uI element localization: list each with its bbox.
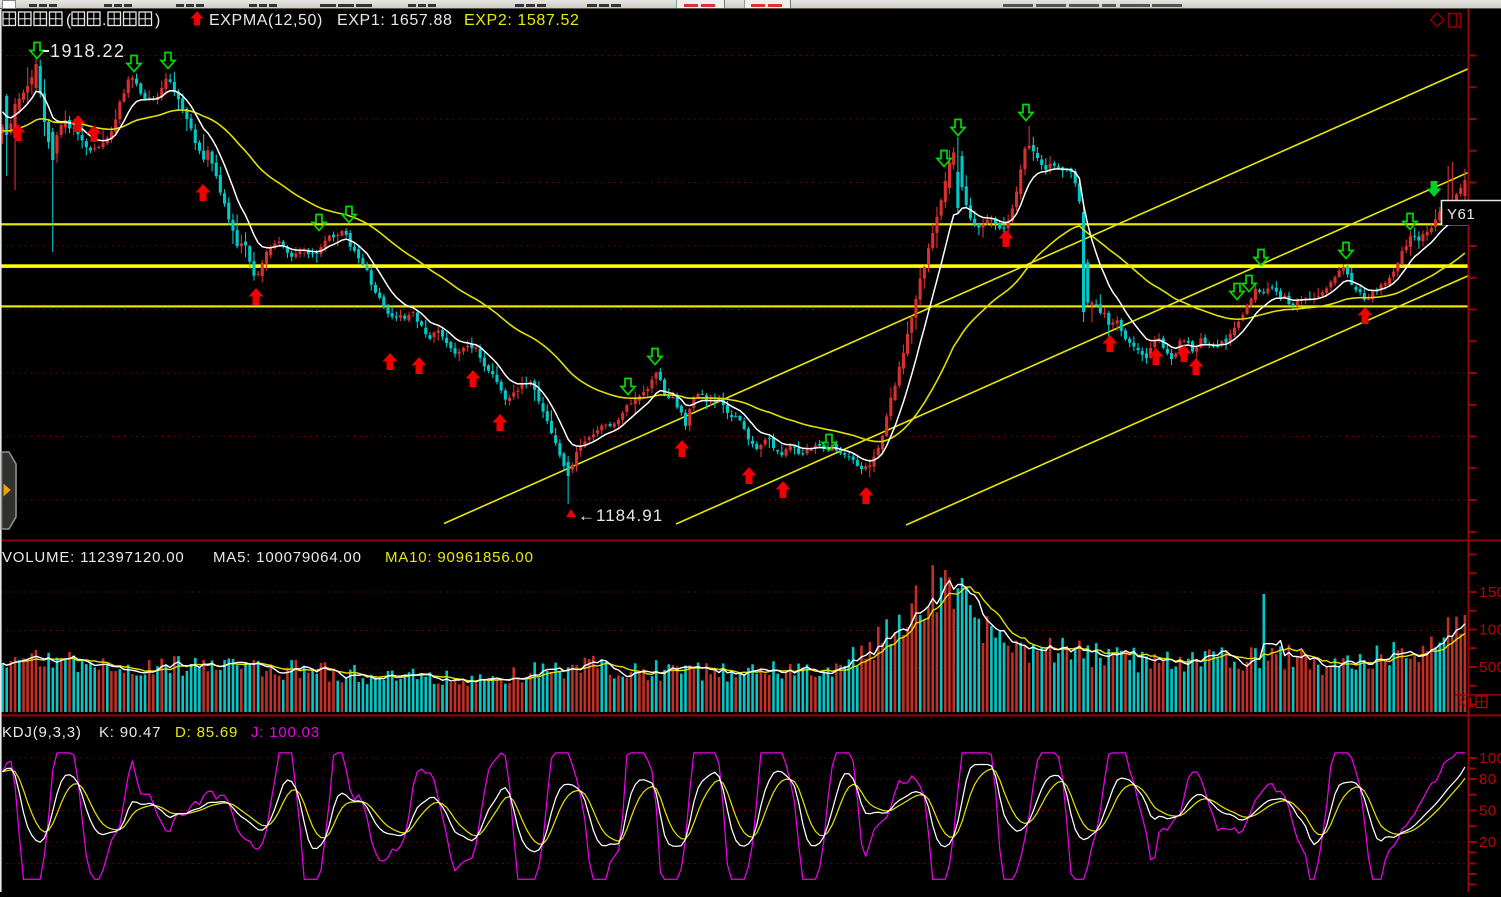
svg-text:EXPMA(12,50): EXPMA(12,50): [209, 12, 323, 29]
svg-text:50000: 50000: [1479, 659, 1501, 676]
svg-text:X1: X1: [1458, 695, 1474, 710]
svg-text:100000: 100000: [1479, 622, 1501, 639]
svg-text:KDJ(9,3,3): KDJ(9,3,3): [2, 724, 82, 741]
svg-text:Y61: Y61: [1447, 206, 1475, 223]
svg-text:(: (: [66, 12, 72, 29]
svg-text:50: 50: [1479, 803, 1497, 820]
svg-text:EXP1: 1657.88: EXP1: 1657.88: [337, 12, 452, 29]
svg-text:150000: 150000: [1479, 584, 1501, 601]
svg-text:←1184.91: ←1184.91: [578, 506, 663, 525]
svg-text:80: 80: [1479, 771, 1497, 788]
svg-text:MA5: 100079064.00: MA5: 100079064.00: [213, 549, 362, 566]
svg-text:D: 85.69: D: 85.69: [175, 724, 238, 741]
svg-text:100: 100: [1479, 750, 1501, 767]
svg-text:MA10: 90961856.00: MA10: 90961856.00: [385, 549, 534, 566]
svg-text:): ): [155, 12, 160, 29]
svg-text:20: 20: [1479, 834, 1497, 851]
svg-text:EXP2: 1587.52: EXP2: 1587.52: [464, 12, 579, 29]
svg-text:VOLUME: 112397120.00: VOLUME: 112397120.00: [2, 549, 185, 566]
svg-text:1918.22: 1918.22: [50, 41, 126, 61]
svg-text:K: 90.47: K: 90.47: [99, 724, 161, 741]
svg-text:J: 100.03: J: 100.03: [251, 724, 320, 741]
svg-text:.: .: [102, 12, 106, 29]
